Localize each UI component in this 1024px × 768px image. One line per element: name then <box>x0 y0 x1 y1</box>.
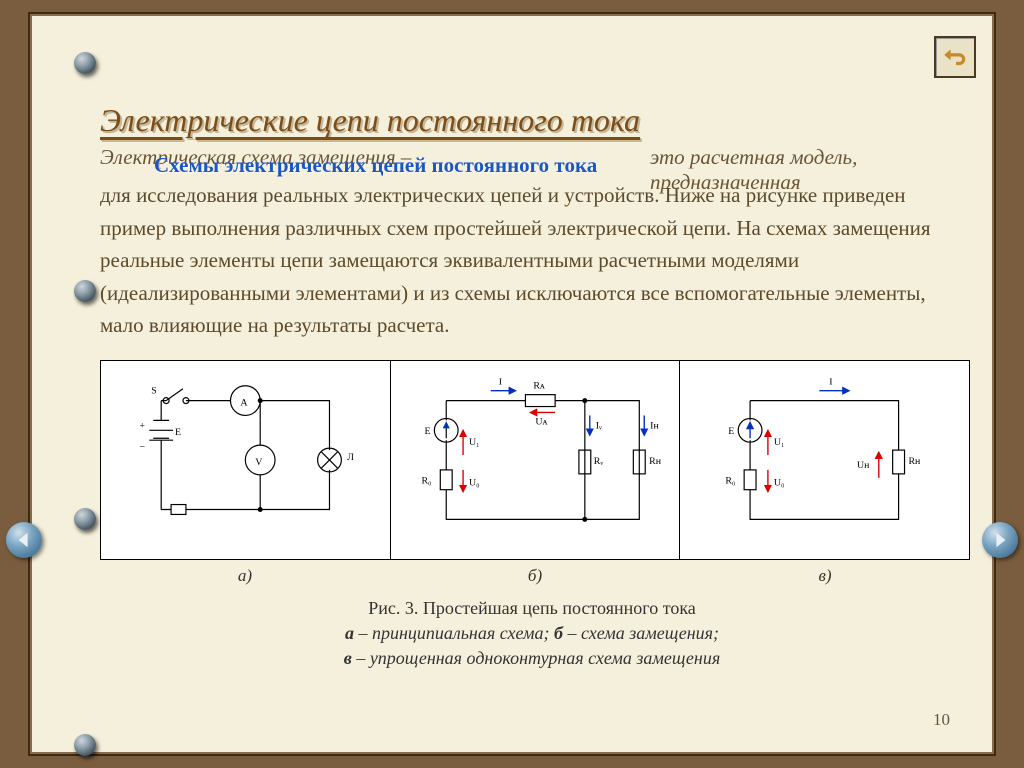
svg-text:V: V <box>255 457 263 468</box>
subtitle: Схемы электрических цепей постоянного то… <box>154 153 597 178</box>
slide-frame: Электрические цепи постоянного тока Элек… <box>28 12 996 756</box>
next-slide-button[interactable] <box>982 522 1018 558</box>
body-paragraph: для исследования реальных электрических … <box>100 179 964 342</box>
svg-text:Rн: Rн <box>649 456 662 467</box>
svg-text:R₀: R₀ <box>421 475 431 486</box>
rivet-decor <box>74 280 96 302</box>
rivet-decor <box>74 734 96 756</box>
svg-text:R₀: R₀ <box>726 475 736 486</box>
svg-text:Uн: Uн <box>857 460 870 471</box>
return-button[interactable] <box>934 36 976 78</box>
svg-text:Rн: Rн <box>909 456 922 467</box>
page-title: Электрические цепи постоянного тока <box>100 102 964 139</box>
chevron-right-icon <box>991 531 1009 549</box>
intro-fragment-right: это расчетная модель, предназначенная <box>650 145 964 195</box>
circuit-diagram-box: S + − E A <box>100 360 970 560</box>
svg-text:A: A <box>240 397 248 408</box>
svg-text:Rᴀ: Rᴀ <box>533 380 545 391</box>
return-arrow-icon <box>942 44 968 70</box>
figure-caption: Рис. 3. Простейшая цепь постоянного тока… <box>100 596 964 672</box>
svg-text:Uᴀ: Uᴀ <box>535 416 547 427</box>
svg-text:Iᵥ: Iᵥ <box>595 420 601 431</box>
rivet-decor <box>74 52 96 74</box>
content-area: Электрические цепи постоянного тока Элек… <box>100 102 964 734</box>
svg-text:Л: Л <box>347 452 354 463</box>
svg-text:E: E <box>424 426 430 437</box>
circuit-c: E R₀ Rн I U₁ U₀ <box>679 361 969 559</box>
rivet-decor <box>74 508 96 530</box>
svg-text:U₁: U₁ <box>774 437 785 448</box>
svg-text:U₀: U₀ <box>469 477 480 488</box>
svg-text:U₀: U₀ <box>774 477 785 488</box>
svg-text:S: S <box>151 385 157 396</box>
svg-text:Rᵥ: Rᵥ <box>593 456 603 467</box>
page-number: 10 <box>933 710 950 730</box>
circuit-b: E R₀ Rᴀ Rᵥ Rн <box>390 361 680 559</box>
svg-text:E: E <box>729 426 735 437</box>
sublabel-c: в) <box>680 566 970 586</box>
chevron-left-icon <box>15 531 33 549</box>
svg-text:Iн: Iн <box>650 420 659 431</box>
svg-text:E: E <box>175 427 181 438</box>
diagram-sublabels: а) б) в) <box>100 566 970 586</box>
svg-text:+: + <box>139 420 145 431</box>
sublabel-a: а) <box>100 566 390 586</box>
circuit-a: S + − E A <box>101 361 390 559</box>
svg-text:U₁: U₁ <box>469 437 480 448</box>
subtitle-row: Электрическая схема замещения – Схемы эл… <box>100 145 964 173</box>
sublabel-b: б) <box>390 566 680 586</box>
svg-text:I: I <box>830 376 833 387</box>
svg-text:−: − <box>139 442 145 453</box>
prev-slide-button[interactable] <box>6 522 42 558</box>
svg-text:I: I <box>498 376 501 387</box>
